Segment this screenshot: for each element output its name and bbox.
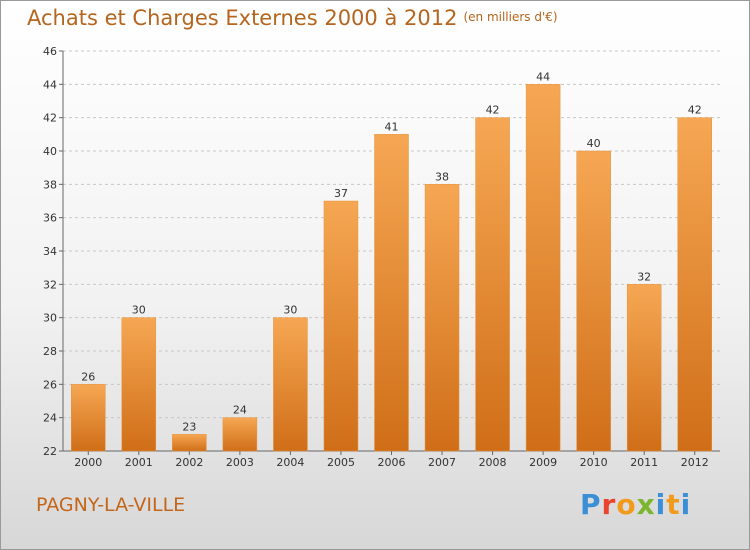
data-label: 37 <box>334 187 348 200</box>
logo-letter: r <box>601 488 617 521</box>
logo-letter: x <box>636 488 656 521</box>
y-tick-label: 30 <box>43 312 57 325</box>
bar <box>172 434 207 452</box>
y-tick-label: 24 <box>43 412 57 425</box>
y-tick-label: 42 <box>43 112 57 125</box>
bar <box>121 317 157 452</box>
data-labels: 26 30 23 24 30 37 41 38 42 44 40 32 42 <box>81 70 701 433</box>
data-label: 40 <box>587 137 601 150</box>
bar <box>576 150 611 452</box>
x-tick-label: 2012 <box>681 456 709 469</box>
y-tick-label: 26 <box>43 378 57 391</box>
logo-letter: t <box>666 488 681 521</box>
y-tick-label: 40 <box>43 145 57 158</box>
logo-letter: P <box>580 488 602 521</box>
data-label: 38 <box>435 170 449 183</box>
chart-unit: (en milliers d'€) <box>463 10 558 24</box>
x-tick-label: 2000 <box>74 456 102 469</box>
y-tick-label: 32 <box>43 278 57 291</box>
y-tick-label: 34 <box>43 245 57 258</box>
x-tick-label: 2008 <box>479 456 507 469</box>
data-label: 42 <box>688 104 702 117</box>
x-tick-label: 2011 <box>630 456 658 469</box>
y-tick-label: 22 <box>43 445 57 458</box>
axes: 22 24 26 28 30 32 34 36 38 40 42 44 46 2000 2001 2002 20… <box>43 45 720 469</box>
bar <box>374 134 409 452</box>
bar <box>626 284 662 452</box>
data-label: 42 <box>486 104 500 117</box>
data-label: 23 <box>182 420 196 433</box>
data-label: 30 <box>132 304 146 317</box>
y-tick-label: 44 <box>43 78 57 91</box>
data-label: 30 <box>283 304 297 317</box>
bar <box>677 117 712 452</box>
bar <box>475 117 510 452</box>
bars <box>71 84 712 452</box>
data-label: 32 <box>637 270 651 283</box>
data-label: 26 <box>81 370 95 383</box>
bar <box>323 200 359 452</box>
commune-name: PAGNY-LA-VILLE <box>36 494 186 516</box>
bar <box>424 184 460 452</box>
bar <box>273 317 308 452</box>
logo-letter: i <box>680 488 692 521</box>
x-tick-label: 2005 <box>327 456 355 469</box>
y-tick-label: 38 <box>43 178 57 191</box>
y-tick-label: 28 <box>43 345 57 358</box>
logo-letter: i <box>655 488 667 521</box>
bar <box>222 417 258 452</box>
x-tick-label: 2007 <box>428 456 456 469</box>
bar <box>71 384 106 452</box>
x-tick-label: 2002 <box>175 456 203 469</box>
data-label: 41 <box>385 120 399 133</box>
chart-title-text: Achats et Charges Externes 2000 à 2012 <box>27 6 458 30</box>
x-tick-label: 2004 <box>276 456 304 469</box>
x-tick-label: 2009 <box>529 456 557 469</box>
x-tick-label: 2003 <box>226 456 254 469</box>
y-tick-label: 36 <box>43 212 57 225</box>
logo-letter: o <box>616 488 637 521</box>
x-tick-label: 2001 <box>125 456 153 469</box>
bar <box>525 84 561 452</box>
data-label: 24 <box>233 404 247 417</box>
y-tick-label: 46 <box>43 45 57 58</box>
x-tick-label: 2010 <box>580 456 608 469</box>
data-label: 44 <box>536 70 550 83</box>
proxiti-logo: Proxiti <box>580 488 691 521</box>
x-tick-label: 2006 <box>378 456 406 469</box>
chart-title: Achats et Charges Externes 2000 à 2012 (e… <box>27 6 558 30</box>
